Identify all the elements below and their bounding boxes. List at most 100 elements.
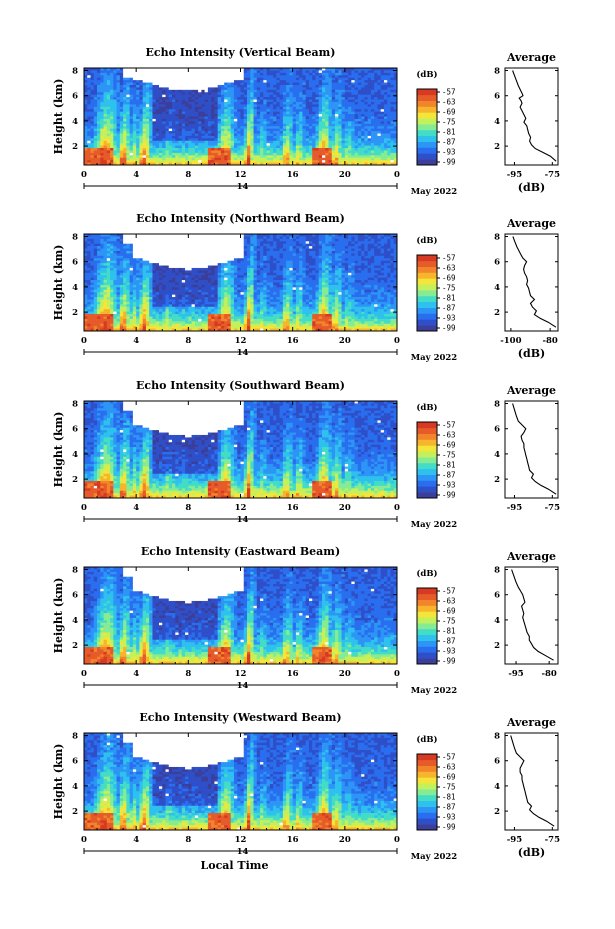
heatmap-cell bbox=[354, 80, 359, 83]
heatmap-cell bbox=[237, 89, 241, 93]
heatmap-cell bbox=[299, 97, 303, 100]
heatmap-cell bbox=[191, 92, 196, 96]
heatmap-cell bbox=[322, 87, 326, 91]
heatmap-cell bbox=[338, 82, 342, 86]
heatmap-cell bbox=[351, 68, 356, 71]
heatmap-cell bbox=[276, 80, 281, 83]
heatmap-cell bbox=[282, 68, 287, 71]
heatmap-cell bbox=[295, 82, 300, 86]
heatmap-cell bbox=[132, 162, 137, 166]
heatmap-cell bbox=[383, 89, 388, 93]
heatmap-cell bbox=[295, 123, 300, 127]
heatmap-cell bbox=[106, 309, 111, 312]
heatmap-cell bbox=[282, 143, 287, 146]
heatmap-cell bbox=[322, 82, 326, 86]
heatmap-cell bbox=[178, 148, 183, 151]
heatmap-cell bbox=[103, 80, 108, 83]
heatmap-cell bbox=[106, 246, 111, 249]
heatmap-cell bbox=[338, 116, 342, 120]
heatmap-cell bbox=[224, 99, 228, 103]
heatmap-cell bbox=[335, 145, 339, 149]
heatmap-cell bbox=[390, 109, 395, 113]
heatmap-cell bbox=[328, 111, 333, 115]
heatmap-cell bbox=[149, 238, 153, 242]
heatmap-cell bbox=[116, 301, 121, 305]
heatmap-cell bbox=[286, 116, 290, 120]
heatmap-cell bbox=[152, 131, 157, 134]
heatmap-cell bbox=[361, 106, 365, 110]
heatmap-cell bbox=[188, 121, 192, 125]
colorbar-segment bbox=[417, 112, 437, 119]
heatmap-cell bbox=[279, 123, 284, 127]
heatmap-cell bbox=[237, 131, 241, 134]
heatmap-cell bbox=[84, 140, 88, 144]
heatmap-cell bbox=[357, 133, 362, 137]
heatmap-cell bbox=[220, 121, 225, 125]
heatmap-cell bbox=[168, 70, 173, 74]
heatmap-cell bbox=[175, 104, 179, 108]
heatmap-cell bbox=[142, 253, 147, 257]
heatmap-cell bbox=[93, 140, 98, 144]
heatmap-cell bbox=[335, 157, 339, 161]
heatmap-cell bbox=[155, 270, 160, 274]
heatmap-cell bbox=[393, 70, 398, 74]
heatmap-cell bbox=[387, 82, 391, 86]
heatmap-cell bbox=[126, 75, 131, 79]
heatmap-cell bbox=[103, 106, 108, 110]
heatmap-cell bbox=[145, 121, 150, 125]
heatmap-cell bbox=[253, 70, 258, 74]
heatmap-cell bbox=[87, 152, 91, 156]
heatmap-cell bbox=[139, 87, 144, 91]
heatmap-cell bbox=[227, 80, 232, 83]
heatmap-cell bbox=[335, 77, 339, 81]
heatmap-cell bbox=[165, 236, 170, 240]
heatmap-cell bbox=[217, 138, 222, 142]
heatmap-cell bbox=[152, 82, 157, 86]
heatmap-cell bbox=[110, 306, 114, 310]
heatmap-cell bbox=[217, 94, 222, 98]
heatmap-cell bbox=[243, 87, 248, 91]
heatmap-cell bbox=[380, 143, 385, 146]
heatmap-cell bbox=[142, 101, 147, 105]
heatmap-cell bbox=[116, 135, 121, 139]
heatmap-cell bbox=[110, 145, 114, 149]
heatmap-cell bbox=[152, 128, 157, 132]
heatmap-cell bbox=[84, 267, 88, 271]
heatmap-cell bbox=[279, 109, 284, 113]
heatmap-cell bbox=[142, 301, 147, 305]
heatmap-cell bbox=[136, 75, 140, 79]
heatmap-cell bbox=[162, 236, 166, 240]
heatmap-cell bbox=[84, 123, 88, 127]
heatmap-cell bbox=[201, 106, 206, 110]
heatmap-cell bbox=[377, 123, 382, 127]
heatmap-cell bbox=[377, 70, 382, 74]
heatmap-cell bbox=[263, 131, 267, 134]
heatmap-cell bbox=[325, 138, 329, 142]
heatmap-cell bbox=[230, 84, 235, 88]
heatmap-cell bbox=[328, 84, 333, 88]
heatmap-cell bbox=[224, 123, 228, 127]
heatmap-cell bbox=[214, 131, 219, 134]
heatmap-cell bbox=[204, 68, 209, 71]
heatmap-cell bbox=[142, 309, 147, 312]
heatmap-cell bbox=[374, 123, 378, 127]
heatmap-cell bbox=[331, 148, 336, 151]
heatmap-cell bbox=[165, 238, 170, 242]
heatmap-cell bbox=[119, 72, 124, 76]
heatmap-cell bbox=[119, 263, 124, 266]
heatmap-cell bbox=[276, 138, 281, 142]
heatmap-cell bbox=[233, 109, 238, 113]
heatmap-cell bbox=[145, 265, 150, 269]
heatmap-cell bbox=[100, 109, 104, 113]
heatmap-cell bbox=[172, 150, 176, 154]
heatmap-cell bbox=[318, 121, 323, 125]
heatmap-cell bbox=[142, 140, 147, 144]
heatmap-cell bbox=[168, 123, 173, 127]
heatmap-cell bbox=[181, 150, 186, 154]
heatmap-cell bbox=[292, 111, 297, 115]
heatmap-cell bbox=[97, 255, 101, 259]
heatmap-cell bbox=[185, 101, 189, 105]
heatmap-cell bbox=[90, 301, 95, 305]
heatmap-cell bbox=[168, 72, 173, 76]
heatmap-cell bbox=[162, 148, 166, 151]
